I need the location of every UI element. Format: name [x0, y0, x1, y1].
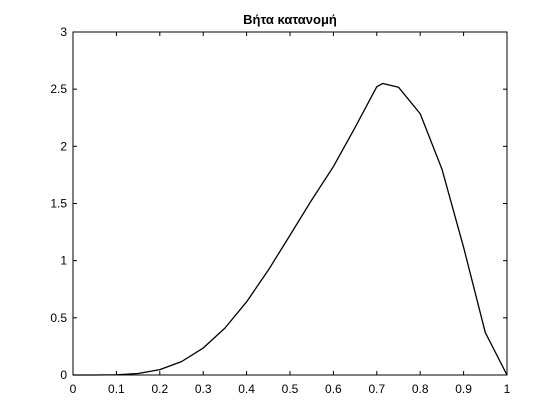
- x-tick-label: 0.3: [195, 382, 212, 396]
- x-tick-label: 0.6: [325, 382, 342, 396]
- y-tick-label: 1: [60, 254, 67, 268]
- y-tick-labels: 0 0.5 1 1.5 2 2.5 3: [50, 25, 67, 382]
- beta-density-line: [72, 82, 508, 376]
- x-tick-label: 0.1: [108, 382, 125, 396]
- x-tick-label: 0.8: [412, 382, 429, 396]
- x-tick-label: 1: [504, 382, 511, 396]
- y-tick-label: 3: [60, 25, 67, 39]
- x-tick-label: 0.2: [151, 382, 168, 396]
- x-tick-label: 0.7: [368, 382, 385, 396]
- x-tick-label: 0: [70, 382, 77, 396]
- y-tick-label: 2.5: [50, 82, 67, 96]
- y-tick-label: 1.5: [50, 197, 67, 211]
- x-tick-labels: 0 0.1 0.2 0.3 0.4 0.5 0.6 0.7 0.8 0.9 1: [70, 382, 511, 396]
- plot-area: [72, 31, 508, 376]
- x-tick-label: 0.4: [238, 382, 255, 396]
- y-tick-label: 2: [60, 139, 67, 153]
- x-tick-label: 0.9: [455, 382, 472, 396]
- y-tick-label: 0: [60, 368, 67, 382]
- y-tick-label: 0.5: [50, 311, 67, 325]
- chart-title: Βήτα κατανομή: [243, 12, 337, 27]
- x-tick-label: 0.5: [282, 382, 299, 396]
